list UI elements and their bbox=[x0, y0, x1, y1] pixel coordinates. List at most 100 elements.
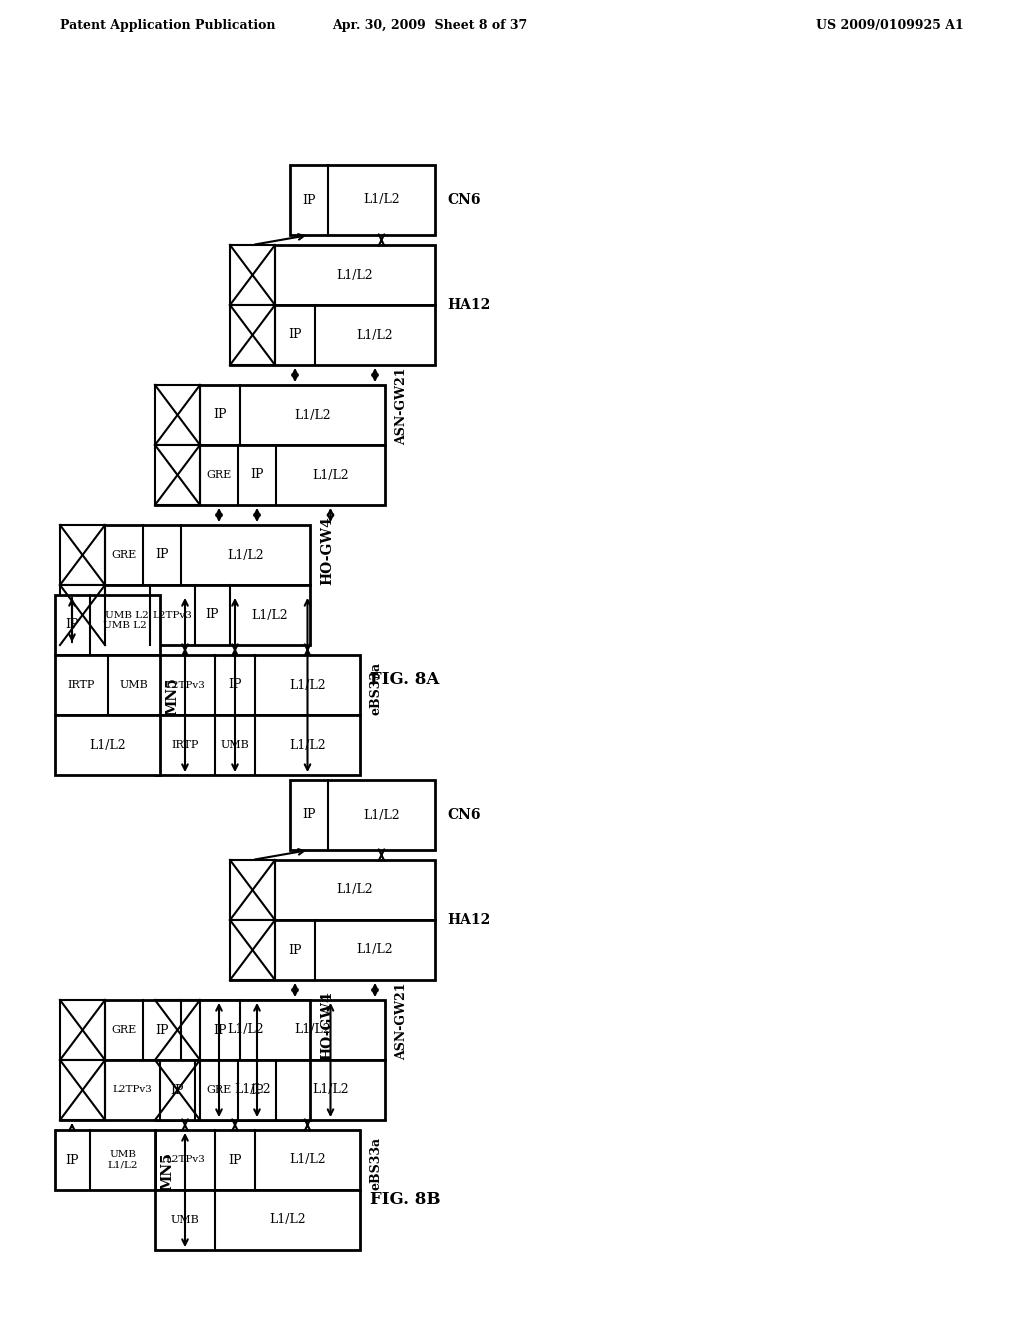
Text: IP: IP bbox=[156, 549, 169, 561]
Text: IP: IP bbox=[250, 469, 264, 482]
Text: L1/L2: L1/L2 bbox=[289, 738, 326, 751]
Text: L1/L2: L1/L2 bbox=[337, 883, 374, 896]
Text: IP: IP bbox=[302, 808, 315, 821]
Text: IP: IP bbox=[170, 1084, 183, 1097]
Bar bbox=[155, 445, 385, 506]
Text: IRTP: IRTP bbox=[68, 680, 95, 690]
Bar bbox=[230, 305, 435, 366]
Bar bbox=[230, 861, 275, 920]
Text: HA12: HA12 bbox=[447, 913, 490, 927]
Text: UMB: UMB bbox=[171, 1214, 200, 1225]
Text: IP: IP bbox=[302, 194, 315, 206]
Bar bbox=[55, 655, 160, 715]
Text: L1/L2: L1/L2 bbox=[289, 1154, 326, 1167]
Text: IP: IP bbox=[213, 408, 226, 421]
Text: UMB
L1/L2: UMB L1/L2 bbox=[108, 1150, 138, 1170]
Text: US 2009/0109925 A1: US 2009/0109925 A1 bbox=[816, 18, 964, 32]
Text: UMB: UMB bbox=[220, 741, 250, 750]
Text: L1/L2: L1/L2 bbox=[289, 678, 326, 692]
Text: GRE: GRE bbox=[112, 1026, 136, 1035]
Text: GRE: GRE bbox=[207, 1085, 231, 1096]
Text: IP: IP bbox=[213, 1023, 226, 1036]
Text: L2TPv3: L2TPv3 bbox=[152, 610, 191, 619]
Text: L1/L2: L1/L2 bbox=[356, 944, 393, 957]
Text: IP: IP bbox=[205, 609, 219, 622]
Text: UMB: UMB bbox=[120, 680, 148, 690]
Bar bbox=[155, 445, 200, 506]
Bar bbox=[155, 1060, 385, 1119]
Text: IP: IP bbox=[156, 1023, 169, 1036]
Text: MN5: MN5 bbox=[160, 1152, 174, 1191]
Text: GRE: GRE bbox=[207, 470, 231, 480]
Text: L1/L2: L1/L2 bbox=[234, 1084, 270, 1097]
Text: L1/L2: L1/L2 bbox=[364, 808, 399, 821]
Text: FIG. 8B: FIG. 8B bbox=[370, 1192, 440, 1209]
Text: IRTP: IRTP bbox=[171, 741, 199, 750]
Bar bbox=[155, 1060, 200, 1119]
Bar bbox=[60, 1001, 310, 1060]
Text: Apr. 30, 2009  Sheet 8 of 37: Apr. 30, 2009 Sheet 8 of 37 bbox=[333, 18, 527, 32]
Text: IP: IP bbox=[250, 1084, 264, 1097]
Bar bbox=[55, 595, 160, 655]
Text: L1/L2: L1/L2 bbox=[356, 329, 393, 342]
Bar bbox=[230, 861, 435, 920]
Bar bbox=[60, 585, 310, 645]
Text: IP: IP bbox=[288, 944, 302, 957]
Bar bbox=[290, 780, 435, 850]
Text: L1/L2: L1/L2 bbox=[269, 1213, 306, 1226]
Text: eBS33a: eBS33a bbox=[370, 661, 383, 715]
Bar bbox=[230, 305, 275, 366]
Text: L1/L2: L1/L2 bbox=[227, 1023, 264, 1036]
Bar bbox=[60, 525, 105, 585]
Text: eBS33a: eBS33a bbox=[370, 1137, 383, 1191]
Text: HO-GW4: HO-GW4 bbox=[319, 991, 334, 1060]
Text: FIG. 8A: FIG. 8A bbox=[370, 672, 439, 689]
Bar bbox=[290, 165, 435, 235]
Bar bbox=[155, 1001, 385, 1060]
Text: L1/L2: L1/L2 bbox=[252, 609, 289, 622]
Bar bbox=[230, 920, 435, 979]
Text: MN5: MN5 bbox=[165, 677, 179, 715]
Bar bbox=[155, 385, 385, 445]
Text: L1/L2: L1/L2 bbox=[364, 194, 399, 206]
Text: ASN-GW21: ASN-GW21 bbox=[395, 367, 408, 445]
Bar bbox=[230, 920, 275, 979]
Text: CN6: CN6 bbox=[447, 808, 480, 822]
Bar bbox=[55, 715, 160, 775]
Bar bbox=[155, 1001, 200, 1060]
Text: Patent Application Publication: Patent Application Publication bbox=[60, 18, 275, 32]
Text: L1/L2: L1/L2 bbox=[294, 1023, 331, 1036]
Bar bbox=[230, 246, 275, 305]
Text: L1/L2: L1/L2 bbox=[312, 1084, 349, 1097]
Text: L1/L2: L1/L2 bbox=[294, 408, 331, 421]
Text: L1/L2: L1/L2 bbox=[89, 738, 126, 751]
Text: IP: IP bbox=[228, 678, 242, 692]
Bar bbox=[55, 1130, 155, 1191]
Text: IP: IP bbox=[228, 1154, 242, 1167]
Bar bbox=[60, 1060, 310, 1119]
Bar bbox=[60, 525, 310, 585]
Text: HA12: HA12 bbox=[447, 298, 490, 312]
Bar bbox=[230, 246, 435, 305]
Text: L1/L2: L1/L2 bbox=[312, 469, 349, 482]
Text: ASN-GW21: ASN-GW21 bbox=[395, 982, 408, 1060]
Text: GRE: GRE bbox=[112, 550, 136, 560]
Text: IP: IP bbox=[66, 619, 79, 631]
Text: UMB L2: UMB L2 bbox=[103, 620, 146, 630]
Bar bbox=[155, 1191, 360, 1250]
Bar bbox=[155, 1130, 360, 1191]
Text: IP: IP bbox=[66, 1154, 79, 1167]
Text: L2TPv3: L2TPv3 bbox=[112, 1085, 152, 1094]
Bar bbox=[60, 1060, 105, 1119]
Bar bbox=[60, 1001, 105, 1060]
Bar bbox=[155, 655, 360, 715]
Text: UMB L2: UMB L2 bbox=[105, 610, 148, 619]
Bar bbox=[155, 715, 360, 775]
Text: IP: IP bbox=[288, 329, 302, 342]
Text: CN6: CN6 bbox=[447, 193, 480, 207]
Bar bbox=[155, 385, 200, 445]
Text: L1/L2: L1/L2 bbox=[227, 549, 264, 561]
Text: L1/L2: L1/L2 bbox=[337, 268, 374, 281]
Text: HO-GW4: HO-GW4 bbox=[319, 516, 334, 585]
Text: L2TPv3: L2TPv3 bbox=[165, 1155, 205, 1164]
